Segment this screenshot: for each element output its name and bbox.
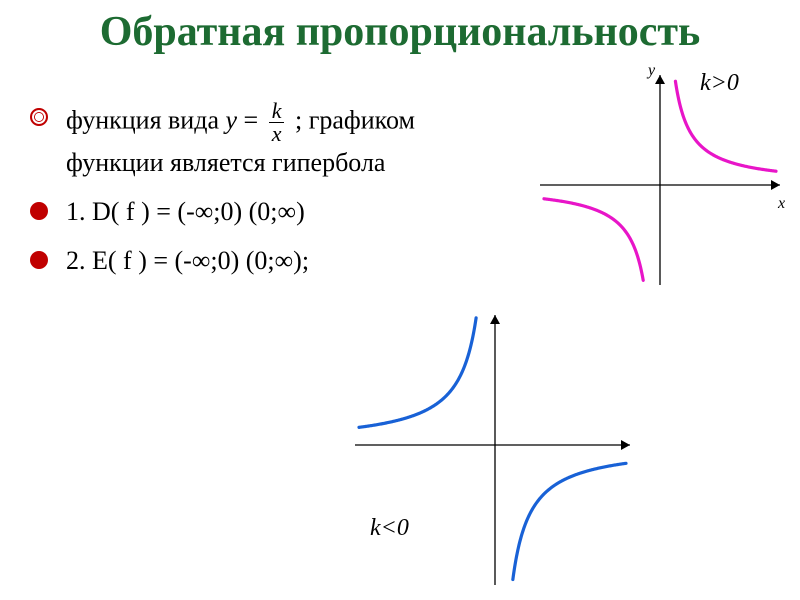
bullet-item-3: 2. E( f ) = (-∞;0) (0;∞);	[30, 243, 500, 278]
chart-top-y-axis-label: y	[648, 62, 655, 80]
fraction-numerator: k	[269, 100, 285, 122]
bullet-item-2: 1. D( f ) = (-∞;0) (0;∞)	[30, 194, 500, 229]
chart-top-label: k>0	[700, 70, 739, 97]
chart-bottom-label: k<0	[370, 515, 409, 542]
bullet-icon	[30, 108, 48, 126]
hyperbola-chart-k-negative	[340, 305, 640, 595]
bullet-list: функция вида y = kx ; графиком функции я…	[30, 100, 500, 292]
bullet-icon	[30, 251, 48, 269]
fraction-denominator: x	[269, 122, 285, 145]
hyperbola-chart-k-positive	[530, 65, 790, 295]
item3-text: 2. E( f ) = (-∞;0) (0;∞);	[66, 246, 309, 275]
fraction-k-over-x: kx	[269, 100, 285, 145]
item1-y: y	[226, 105, 238, 134]
item2-text: 1. D( f ) = (-∞;0) (0;∞)	[66, 197, 305, 226]
item1-prefix: функция вида	[66, 105, 226, 134]
bullet-item-1: функция вида y = kx ; графиком функции я…	[30, 100, 500, 180]
slide-title: Обратная пропорциональность	[0, 8, 800, 56]
bullet-icon	[30, 202, 48, 220]
chart-top-x-axis-label: x	[778, 195, 785, 213]
item1-eq: =	[237, 105, 265, 134]
